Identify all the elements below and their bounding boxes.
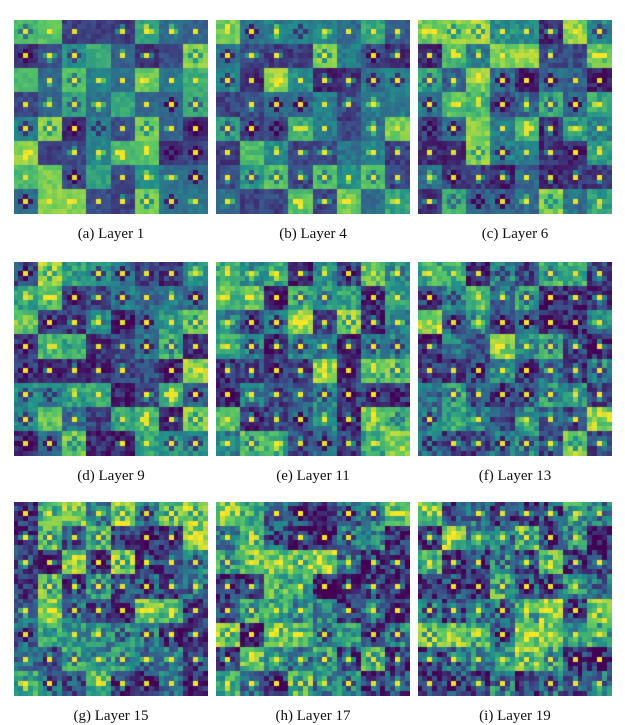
panel-layer-11: (e) Layer 11: [216, 262, 410, 484]
panel-layer-6: (c) Layer 6: [418, 20, 612, 242]
panel-layer-1: (a) Layer 1: [14, 20, 208, 242]
caption-layer-6: (c) Layer 6: [481, 226, 549, 242]
heatmap-layer-6: [418, 20, 612, 214]
panel-layer-19: (i) Layer 19: [418, 502, 612, 724]
heatmap-layer-9: [14, 262, 208, 456]
caption-layer-11: (e) Layer 11: [276, 468, 350, 484]
heatmap-layer-15: [14, 502, 208, 696]
caption-layer-15: (g) Layer 15: [73, 708, 149, 724]
caption-layer-4: (b) Layer 4: [279, 226, 347, 242]
panel-layer-17: (h) Layer 17: [216, 502, 410, 724]
panel-layer-9: (d) Layer 9: [14, 262, 208, 484]
panel-layer-13: (f) Layer 13: [418, 262, 612, 484]
caption-layer-9: (d) Layer 9: [77, 468, 145, 484]
heatmap-layer-11: [216, 262, 410, 456]
caption-layer-13: (f) Layer 13: [478, 468, 552, 484]
heatmap-layer-13: [418, 262, 612, 456]
caption-layer-17: (h) Layer 17: [275, 708, 351, 724]
heatmap-layer-19: [418, 502, 612, 696]
panel-layer-15: (g) Layer 15: [14, 502, 208, 724]
heatmap-layer-1: [14, 20, 208, 214]
heatmap-layer-17: [216, 502, 410, 696]
heatmap-layer-4: [216, 20, 410, 214]
panel-layer-4: (b) Layer 4: [216, 20, 410, 242]
caption-layer-1: (a) Layer 1: [77, 226, 145, 242]
caption-layer-19: (i) Layer 19: [479, 708, 551, 724]
